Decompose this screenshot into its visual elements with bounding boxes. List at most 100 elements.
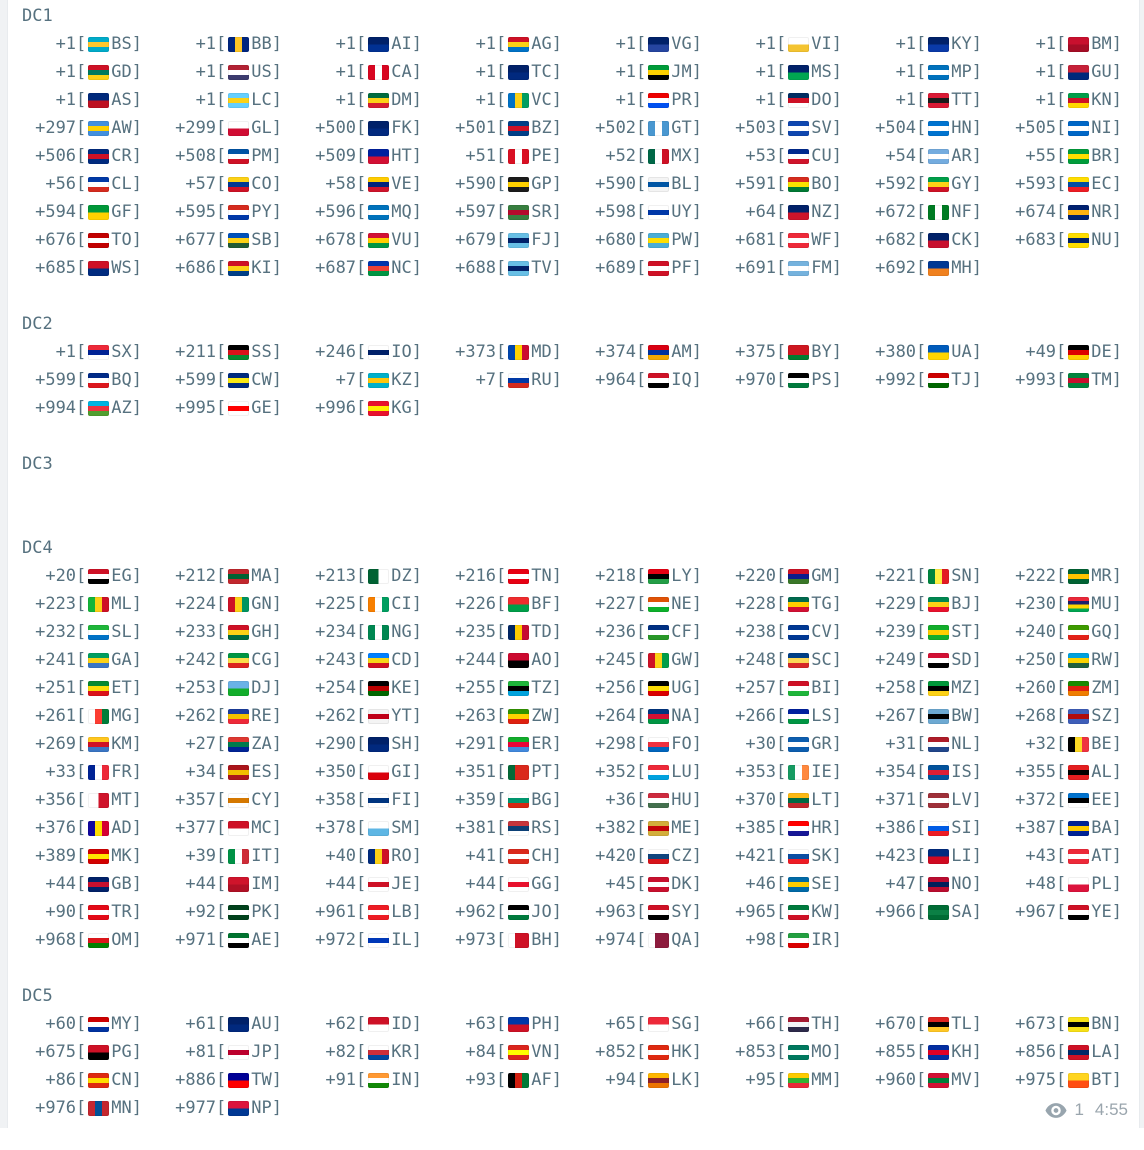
- country-code: UG]: [671, 678, 702, 698]
- dial-code: +505[: [1015, 118, 1067, 138]
- country-code: NG]: [391, 622, 422, 642]
- dial-code: +596[: [315, 202, 367, 222]
- flag-icon-gl: [228, 120, 250, 136]
- dial-code: +64[: [745, 202, 787, 222]
- country-entry-gb: +44[GB]: [8, 870, 148, 898]
- country-code: BW]: [951, 706, 982, 726]
- dial-code: +224[: [175, 594, 227, 614]
- dial-code: +594[: [35, 202, 87, 222]
- country-code: GY]: [951, 174, 982, 194]
- dial-code: +218[: [595, 566, 647, 586]
- country-code: LT]: [811, 790, 842, 810]
- entry-row: +56[CL] +57[CO] +58[VE] +590[GP] +590[BL] +59…: [8, 170, 1139, 198]
- country-code: GM]: [811, 566, 842, 586]
- flag-icon-tl: [928, 1016, 950, 1032]
- country-code: IT]: [251, 846, 282, 866]
- country-code: MS]: [811, 62, 842, 82]
- country-entry-ly: +218[ LY]: [568, 562, 708, 590]
- country-code: PT]: [531, 762, 562, 782]
- country-code: AZ]: [111, 398, 142, 418]
- dial-code: +673[: [1015, 1014, 1067, 1034]
- flag-icon-by: [788, 344, 810, 360]
- country-code: AL]: [1091, 762, 1122, 782]
- country-entry-fj: +679[FJ]: [428, 226, 568, 254]
- flag-icon-il: [368, 932, 390, 948]
- flag-icon-ki: [228, 260, 250, 276]
- entry-row: +1[SX] +211[SS] +246[IO] +373[MD] +374[AM] +3…: [8, 338, 1139, 366]
- country-entry-cl: +56[CL]: [8, 170, 148, 198]
- flag-icon-bw: [928, 708, 950, 724]
- country-code: VC]: [531, 90, 562, 110]
- dial-code: +1[: [1035, 90, 1067, 110]
- country-entry-ps: +970[PS]: [708, 366, 848, 394]
- dial-code: +269[: [35, 734, 87, 754]
- flag-icon-sz: [1068, 708, 1090, 724]
- flag-icon-im: [228, 876, 250, 892]
- country-code: NE]: [671, 594, 702, 614]
- country-entry-wf: +681[WF]: [708, 226, 848, 254]
- country-entry-jm: +1[JM]: [568, 58, 708, 86]
- country-code: LU]: [671, 762, 702, 782]
- country-entry-ao: +244[AO]: [428, 646, 568, 674]
- country-entry-at: +43[AT]: [988, 842, 1128, 870]
- country-entry-sm: +378[SM]: [288, 814, 428, 842]
- dial-code: +856[: [1015, 1042, 1067, 1062]
- country-code: HN]: [951, 118, 982, 138]
- country-code: TN]: [531, 566, 562, 586]
- flag-icon-gu: [1068, 64, 1090, 80]
- flag-icon-ae: [228, 932, 250, 948]
- section-label-dc5: DC5: [22, 986, 53, 1006]
- dial-code: +971[: [175, 930, 227, 950]
- views-count: 1: [1074, 1100, 1084, 1119]
- dial-code: +299[: [175, 118, 227, 138]
- country-code: ET]: [111, 678, 142, 698]
- country-code: WF]: [811, 230, 842, 250]
- country-code: TL]: [951, 1014, 982, 1034]
- country-entry-bo: +591[BO]: [708, 170, 848, 198]
- dial-code: +420[: [595, 846, 647, 866]
- dial-code: +55[: [1025, 146, 1067, 166]
- country-entry-ua: +380[UA]: [848, 338, 988, 366]
- country-code: MK]: [111, 846, 142, 866]
- flag-icon-ag: [508, 36, 530, 52]
- dial-code: +1[: [335, 62, 367, 82]
- flag-icon-sm: [368, 820, 390, 836]
- dial-code: +597[: [455, 202, 507, 222]
- dial-code: +225[: [315, 594, 367, 614]
- flag-icon-pr: [648, 92, 670, 108]
- country-code: NO]: [951, 874, 982, 894]
- dial-code: +228[: [735, 594, 787, 614]
- dial-code: +98[: [745, 930, 787, 950]
- country-code: SR]: [531, 202, 562, 222]
- dial-code: +238[: [735, 622, 787, 642]
- country-code: LV]: [951, 790, 982, 810]
- dial-code: +44[: [185, 874, 227, 894]
- flag-icon-mo: [788, 1044, 810, 1060]
- country-code: CR]: [111, 146, 142, 166]
- country-entry-tv: +688[TV]: [428, 254, 568, 282]
- section-label-dc1: DC1: [22, 6, 53, 26]
- flag-icon-zw: [508, 708, 530, 724]
- dial-code: +375[: [735, 342, 787, 362]
- flag-icon-bh: [508, 932, 530, 948]
- country-code: KR]: [391, 1042, 422, 1062]
- flag-icon-km: [88, 736, 110, 752]
- flag-icon-cn: [88, 1072, 110, 1088]
- country-entry-om: +968[OM]: [8, 926, 148, 954]
- flag-icon-in: [368, 1072, 390, 1088]
- country-code: LY]: [671, 566, 702, 586]
- country-code: AD]: [111, 818, 142, 838]
- country-entry-tg: +228[TG]: [708, 590, 848, 618]
- country-code: FR]: [111, 762, 142, 782]
- country-code: GG]: [531, 874, 562, 894]
- entry-row: +1[AS] +1[LC] +1[DM] +1[VC] +1[PR] +1[DO] +1[T…: [8, 86, 1139, 114]
- country-code: UY]: [671, 202, 702, 222]
- country-entry-tj: +992[TJ]: [848, 366, 988, 394]
- dial-code: +996[: [315, 398, 367, 418]
- country-code: TJ]: [951, 370, 982, 390]
- country-entry-sy: +963[SY]: [568, 898, 708, 926]
- country-entry-bh: +973[BH]: [428, 926, 568, 954]
- dial-code: +972[: [315, 930, 367, 950]
- flag-icon-sv: [788, 120, 810, 136]
- flag-icon-fo: [648, 736, 670, 752]
